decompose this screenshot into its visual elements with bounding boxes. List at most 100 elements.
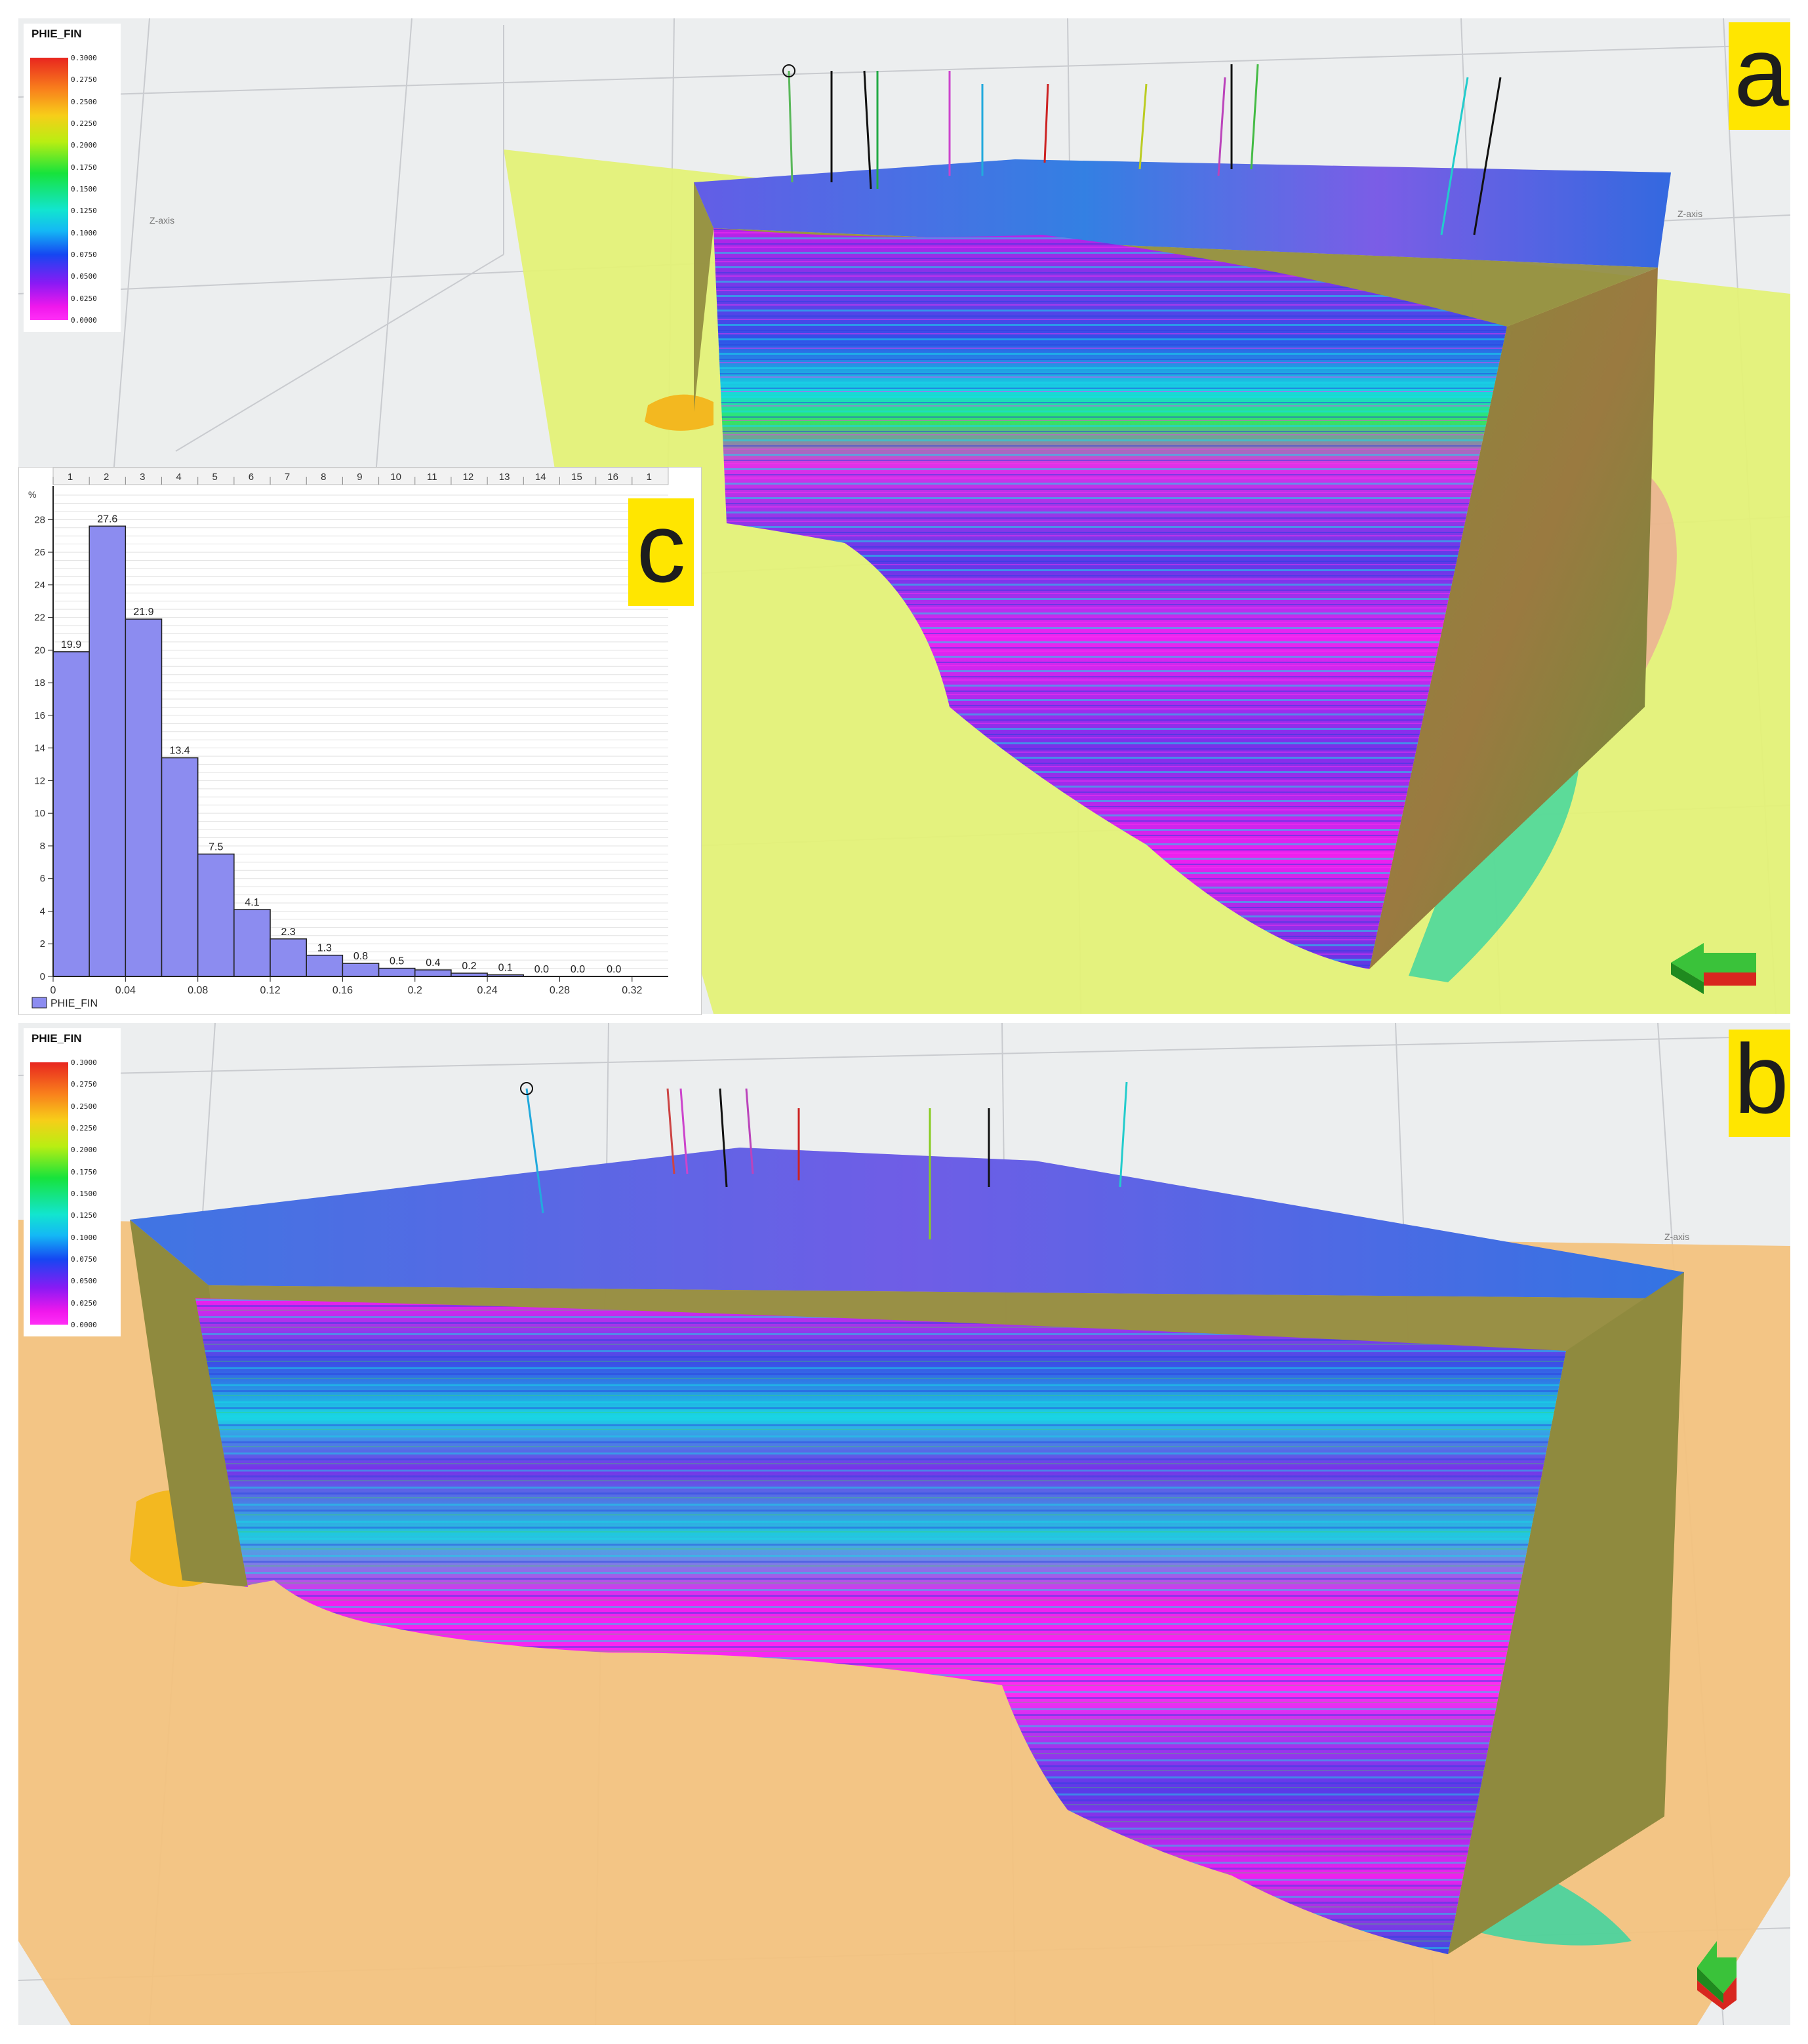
colorbar-tick-label: 0.0500 [71,1277,97,1286]
bar-value-label: 0.1 [498,963,513,974]
top-ruler-label: 13 [499,471,510,483]
top-ruler-label: 2 [104,471,109,483]
colorbar-tick-label: 0.0500 [71,272,97,281]
x-tick-label: 0.12 [260,985,280,996]
colorbar-tick-label: 0.2250 [71,1124,97,1132]
y-tick-label: 10 [34,808,45,819]
bar-value-label: 13.4 [170,746,190,757]
top-ruler-label: 5 [212,471,218,483]
colorbar-tick-label: 0.2750 [71,75,97,85]
bar-value-label: 0.5 [390,956,404,967]
top-ruler-label: 4 [176,471,181,483]
legend-label: PHIE_FIN [50,998,98,1009]
bar-value-label: 27.6 [97,513,117,525]
colorbar-tick-label: 0.3000 [71,1058,97,1067]
colorbar-tick-label: 0.0750 [71,250,97,259]
colorbar-tick-label: 0.2250 [71,119,97,128]
y-tick-label: 6 [40,873,45,885]
legend-swatch [31,997,47,1009]
bar-value-label: 21.9 [133,607,153,618]
bar-value-label: 0.0 [571,964,585,975]
histogram-bar [89,525,127,977]
x-tick-label: 0.08 [188,985,208,996]
colorbar-tick-label: 0.1500 [71,1190,97,1198]
histogram-bar [233,909,271,977]
x-tick-label: 0 [50,985,56,996]
y-tick-label: 12 [34,775,45,786]
top-ruler [52,468,669,485]
x-tick-label: 0.16 [332,985,353,996]
colorbar-a-gradient [30,58,68,320]
y-tick-label: 14 [34,743,45,754]
top-ruler-label: 9 [357,471,362,483]
panel-b-scene [18,1023,1790,2025]
histogram-bar [378,967,416,977]
colorbar-tick-label: 0.1500 [71,185,97,193]
y-tick-label: 18 [34,677,45,689]
panel-letter-b: b [1729,1030,1790,1137]
orientation-arrow-b-icon[interactable] [1684,1928,1756,2020]
bar-value-label: 2.3 [281,927,296,938]
histogram-bar [306,954,344,977]
colorbar-tick-label: 0.1750 [71,1167,97,1176]
histogram-bar [161,757,199,977]
top-ruler-label: 16 [607,471,618,483]
histogram-bar [52,651,90,977]
bar-value-label: 1.3 [317,943,332,954]
colorbar-tick-label: 0.2000 [71,141,97,150]
colorbar-tick-label: 0.1250 [71,207,97,216]
x-tick-label: 0.04 [115,985,136,996]
colorbar-tick-label: 0.2500 [71,1102,97,1111]
top-ruler-label: 12 [463,471,474,483]
colorbar-tick-label: 0.1000 [71,228,97,237]
colorbar-tick-label: 0.0250 [71,1298,97,1308]
colorbar-tick-label: 0.0250 [71,294,97,303]
y-tick-label: 26 [34,547,45,558]
colorbar-a: PHIE_FIN 0.3000 0.2750 0.2500 0.2250 0.2000 0… [24,24,121,332]
bar-value-label: 19.9 [61,639,81,651]
colorbar-b-title: PHIE_FIN [31,1032,82,1045]
colorbar-b-ticks: 0.3000 0.2750 0.2500 0.2250 0.2000 0.1750 0.15… [71,1058,118,1329]
y-axis-label: % [28,489,36,500]
histogram-bar [270,938,307,977]
top-ruler-label: 10 [390,471,401,483]
y-tick-label: 28 [34,514,45,525]
orientation-arrow-a-icon[interactable] [1658,936,1776,1009]
colorbar-tick-label: 0.2000 [71,1146,97,1155]
y-tick-label: 24 [34,580,45,591]
top-ruler-label: 1 [68,471,73,483]
z-axis-label-a-right: Z-axis [1677,209,1703,219]
colorbar-tick-label: 0.2750 [71,1080,97,1089]
bar-value-label: 7.5 [209,841,223,852]
colorbar-b: PHIE_FIN 0.3000 0.2750 0.2500 0.2250 0.2000 0… [24,1028,121,1336]
panel-b-3d-view[interactable]: PHIE_FIN 0.3000 0.2750 0.2500 0.2250 0.2000 0… [18,1023,1790,2025]
colorbar-tick-label: 0.1750 [71,163,97,172]
bar-value-label: 0.8 [353,951,368,962]
y-tick-label: 8 [40,841,45,852]
histogram-chart: 19.9 27.6 21.9 13.4 7.5 4.1 2.3 1.3 0.8 0.5 0.4 0.2… [28,468,669,1009]
x-tick-label: 0.28 [550,985,570,996]
histogram-bar [197,853,235,977]
colorbar-tick-label: 0.0750 [71,1255,97,1264]
z-axis-label-a-left: Z-axis [150,215,175,226]
top-ruler-label: 8 [321,471,326,483]
panel-a-3d-view[interactable]: PHIE_FIN 0.3000 0.2750 0.2500 0.2250 0.2000 0… [18,18,1790,1014]
panel-letter-a: a [1729,22,1790,130]
top-ruler-label: 14 [535,471,546,483]
bar-value-label: 4.1 [245,897,259,908]
x-tick-label: 0.24 [477,985,498,996]
colorbar-tick-label: 0.0000 [71,316,97,325]
top-ruler-label: 6 [249,471,254,483]
top-ruler-label: 15 [571,471,582,483]
y-tick-label: 0 [40,971,45,982]
colorbar-tick-label: 0.1000 [71,1233,97,1242]
colorbar-tick-label: 0.0000 [71,1321,97,1329]
x-tick-label: 0.32 [622,985,642,996]
bar-value-label: 0.0 [534,964,549,975]
top-ruler-label: 7 [285,471,290,483]
colorbar-tick-label: 0.2500 [71,97,97,106]
panel-c-histogram: 19.9 27.6 21.9 13.4 7.5 4.1 2.3 1.3 0.8 0.5 0.4 0.2… [18,467,702,1015]
histogram-bar [125,618,163,977]
y-tick-label: 22 [34,612,45,624]
histogram-bar [342,963,380,977]
